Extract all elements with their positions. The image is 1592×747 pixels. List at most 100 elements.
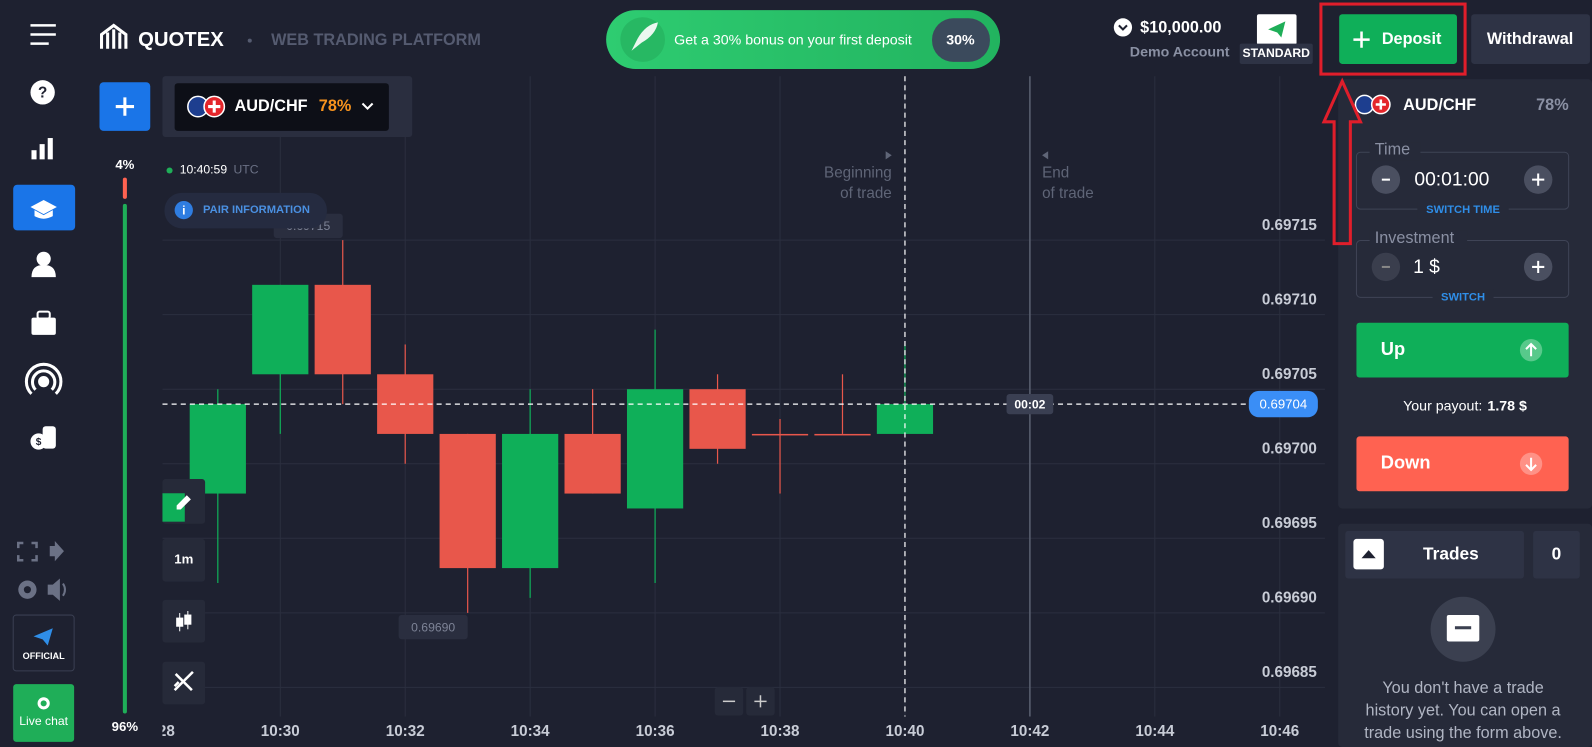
header: QUOTEX WEB TRADING PLATFORM Get a 30% bo…: [100, 2, 1590, 76]
promo-banner[interactable]: [606, 10, 1001, 70]
promo-badge-text: 30%: [946, 32, 975, 48]
svg-text:$: $: [36, 437, 42, 448]
timer: 00:02: [1014, 397, 1045, 411]
fullscreen-icon[interactable]: [17, 541, 38, 562]
x-tick-label: 10:36: [636, 723, 675, 740]
y-tick-label: 0.69685: [1262, 664, 1318, 681]
chart-type-button[interactable]: [162, 599, 206, 643]
switch-time[interactable]: SWITCH TIME: [1426, 204, 1500, 216]
panel-payout: 78%: [1536, 96, 1569, 114]
promo-text: Get a 30% bonus on your first deposit: [674, 32, 912, 48]
trades-tab[interactable]: [1345, 530, 1524, 579]
empty-trades-message: You don't have a trade history yet. You c…: [1364, 679, 1562, 742]
account-dropdown[interactable]: [1113, 18, 1133, 37]
timeframe: 1m: [174, 552, 193, 567]
coins-icon[interactable]: $: [30, 426, 56, 450]
logout-icon[interactable]: [49, 540, 64, 562]
panel-asset: AUD/CHF: [1403, 96, 1476, 114]
withdrawal-label: Withdrawal: [1487, 30, 1573, 48]
down-label: Down: [1381, 452, 1431, 473]
low-marker-tag: [398, 614, 468, 640]
analytics-icon[interactable]: [31, 138, 53, 160]
pair-info-button[interactable]: [164, 192, 327, 229]
live-chat-label: Live chat: [19, 714, 68, 728]
live-chat-button[interactable]: [13, 684, 75, 742]
sentiment-down: [122, 177, 127, 199]
timezone: UTC: [234, 163, 259, 177]
trades-count: 0: [1552, 544, 1562, 564]
trade-panel: AUD/CHF 78% Time 00:01:00 SWITCH TIME In…: [1338, 79, 1592, 747]
account-type: STANDARD: [1243, 46, 1311, 60]
balance[interactable]: $10,000.00: [1140, 19, 1221, 37]
timeframe-button[interactable]: [162, 538, 206, 582]
field-legend-bg: [1369, 230, 1468, 249]
x-tick-label: 10:38: [761, 723, 800, 740]
clock: 10:40:59: [180, 163, 228, 177]
education-icon: [34, 210, 53, 219]
trades-count-box: [1533, 530, 1580, 579]
y-tick-label: 0.69690: [1262, 590, 1317, 607]
candle-body: [751, 433, 809, 436]
account-type-badge: [1239, 43, 1313, 64]
svg-text:?: ?: [38, 84, 47, 101]
trades-tab-label: Trades: [1423, 544, 1479, 564]
collapse-icon: [1361, 550, 1376, 559]
education-icon: [30, 199, 57, 215]
trade-start-marker: [885, 151, 892, 160]
trade-start-label: of trade: [840, 185, 892, 202]
chart-toolbar: AUD/CHF 78% 10:40:59 UTC i PAIR INFORMAT…: [99, 76, 775, 716]
down-button[interactable]: [1356, 436, 1569, 492]
sentiment-up: [122, 203, 127, 714]
market-icon[interactable]: [31, 310, 56, 335]
trade-end-marker: [1042, 151, 1049, 160]
current-price-tag: [1248, 390, 1318, 418]
profile-icon[interactable]: [31, 251, 56, 278]
deposit-button[interactable]: [1339, 14, 1457, 64]
zoom-in-icon: [754, 695, 767, 708]
official-channel[interactable]: [12, 614, 75, 672]
current-price: 0.69704: [1260, 397, 1308, 412]
up-arrow-icon: [1525, 342, 1537, 357]
menu-button[interactable]: [30, 24, 56, 45]
pair-info-label: PAIR INFORMATION: [203, 204, 310, 216]
plus-icon: [1532, 260, 1545, 274]
investment-value: 1 $: [1413, 257, 1440, 278]
help-icon[interactable]: ?: [30, 80, 55, 105]
asset-payout: 78%: [319, 97, 352, 115]
field-legend-bg: [1369, 142, 1421, 161]
flag-chf: [1375, 99, 1386, 110]
signal-icon[interactable]: [24, 362, 63, 395]
trade-end-label: End: [1042, 165, 1069, 182]
up-button[interactable]: [1356, 322, 1569, 378]
x-tick-label: 10:40: [885, 723, 924, 740]
account-dropdown: [1118, 24, 1128, 31]
switch-currency[interactable]: SWITCH: [1441, 291, 1485, 303]
candle-body: [189, 404, 246, 494]
asset-selector[interactable]: [174, 83, 389, 131]
sound-icon[interactable]: [47, 578, 66, 601]
satellite-icon: [173, 670, 194, 692]
y-tick-label: 0.69710: [1262, 291, 1317, 308]
candle-body: [689, 389, 746, 449]
field-legend-bg: [1432, 289, 1494, 306]
empty-trades-icon: [1454, 626, 1472, 630]
add-icon: [115, 97, 135, 116]
x-tick-label: 10:46: [1260, 723, 1299, 740]
drawing-tool-indicator: [162, 493, 185, 522]
sentiment-up-label: 96%: [112, 719, 139, 734]
sentiment-bar: [122, 177, 127, 714]
promo-badge: [932, 18, 990, 62]
candle-body: [814, 433, 871, 436]
brand-logo: [100, 23, 128, 49]
x-tick-label: 10:28: [136, 723, 175, 740]
plus-icon: [1532, 173, 1545, 186]
y-tick-label: 0.69705: [1262, 366, 1318, 383]
chart: Beginning of trade End of trade 00:02 0.69715…: [136, 76, 1325, 740]
low-marker: 0.69690: [411, 620, 455, 634]
candle-body: [314, 284, 371, 375]
withdrawal-button[interactable]: [1471, 14, 1590, 64]
info-icon: i: [182, 203, 185, 217]
field-legend-bg: [1417, 201, 1509, 219]
settings-icon[interactable]: [18, 580, 37, 599]
